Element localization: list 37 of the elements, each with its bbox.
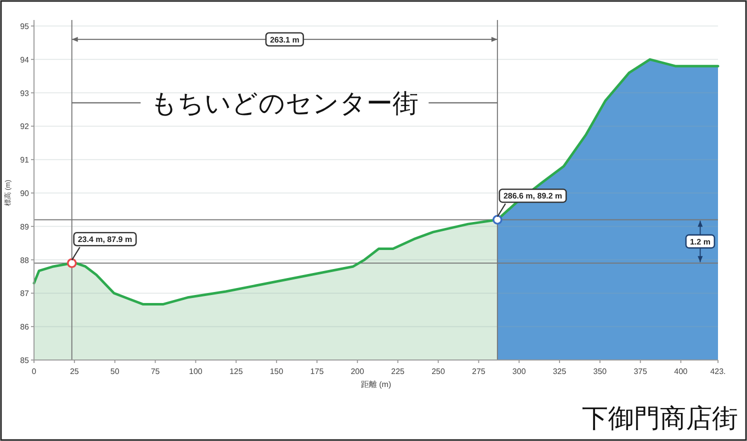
x-tick-label: 125	[229, 367, 244, 376]
x-tick-label: 275	[472, 367, 486, 376]
x-tick-label: 300	[512, 367, 526, 376]
y-tick-label: 88	[20, 256, 30, 265]
y-tick-label: 94	[20, 55, 30, 64]
text: 下御門商店街	[582, 403, 738, 433]
y-tick-label: 95	[20, 22, 30, 31]
x-tick-label: 150	[270, 367, 284, 376]
y-tick-label: 92	[20, 122, 30, 132]
x-tick-label: 75	[150, 367, 160, 376]
x-tick-label: 200	[350, 367, 365, 376]
x-tick-label: 25	[70, 367, 80, 376]
x-tick-label: 375	[634, 367, 648, 376]
x-tick-label: 50	[110, 367, 120, 376]
annotation: もちいどのセンター街	[150, 88, 419, 118]
x-tick-label: 325	[552, 367, 567, 376]
x-tick-label: 350	[593, 367, 608, 376]
y-tick-label: 85	[20, 356, 30, 365]
x-tick-label: 423.	[710, 367, 726, 376]
annotation: 286.6 m, 89.2 m	[503, 192, 562, 201]
x-tick-label: 0	[32, 367, 37, 376]
x-tick-label: 400	[674, 367, 688, 376]
line-series	[32, 58, 720, 306]
x-axis-title: 距離 (m)	[360, 380, 392, 389]
y-tick-label: 93	[20, 88, 30, 98]
x-tick-label: 100	[189, 367, 203, 376]
y-tick-label: 91	[20, 156, 30, 165]
y-tick-label: 86	[20, 322, 30, 332]
x-tick-label: 250	[432, 367, 446, 376]
y-tick-label: 90	[20, 189, 30, 198]
y-tick-label: 89	[20, 222, 30, 232]
annotation: 1.2 m	[690, 237, 710, 246]
x-tick-label: 175	[310, 367, 324, 376]
x-tick-label: 225	[391, 367, 406, 376]
y-tick-label: 87	[20, 289, 30, 298]
annotation: 23.4 m, 87.9 m	[78, 235, 132, 244]
annotation: 263.1 m	[270, 35, 300, 44]
